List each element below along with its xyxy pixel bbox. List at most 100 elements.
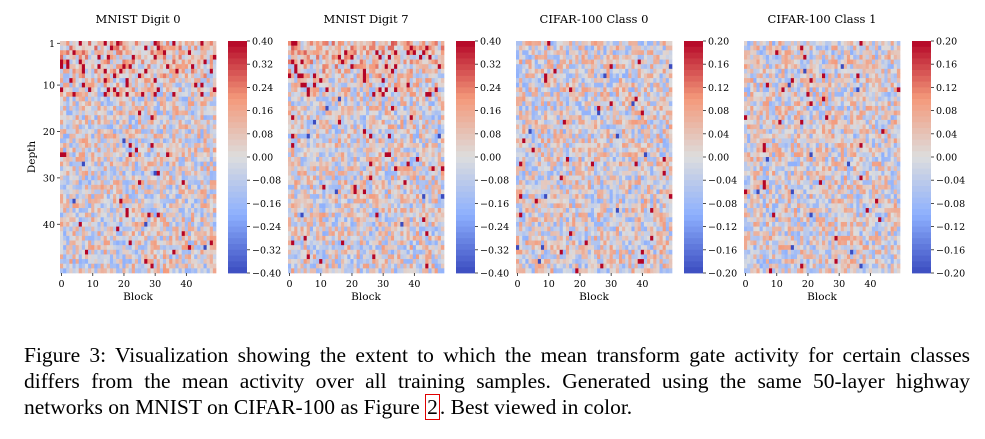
heatmap-cell — [156, 194, 161, 200]
heatmap-cell — [131, 133, 136, 139]
heatmap-cell — [412, 161, 417, 167]
heatmap-cell — [288, 226, 292, 232]
heatmap-cell — [131, 119, 136, 125]
heatmap-cell — [375, 129, 379, 135]
heatmap-cell — [116, 217, 120, 223]
heatmap-cell — [387, 194, 392, 200]
heatmap-cell — [156, 119, 161, 125]
heatmap-cell — [141, 82, 145, 88]
heatmap-cell — [106, 119, 111, 125]
heatmap-cell — [191, 263, 195, 269]
heatmap-cell — [400, 105, 404, 111]
heatmap-cell — [412, 92, 417, 98]
heatmap-cell — [78, 166, 83, 172]
heatmap-cell — [440, 152, 445, 158]
heatmap-cell — [209, 41, 214, 46]
heatmap-cell — [147, 152, 151, 158]
heatmap-cell — [103, 235, 108, 241]
heatmap-cell — [406, 54, 411, 60]
heatmap-cell — [415, 170, 420, 176]
heatmap-cell — [78, 226, 83, 232]
heatmap-cell — [381, 82, 386, 88]
heatmap-cell — [141, 64, 145, 70]
heatmap-cell — [406, 143, 411, 149]
heatmap-cell — [162, 189, 167, 195]
heatmap-cell — [328, 231, 333, 237]
heatmap-cell — [288, 119, 292, 125]
heatmap-cell — [94, 217, 98, 223]
heatmap-cell — [397, 129, 401, 135]
heatmap-cell — [128, 249, 133, 255]
heatmap-cell — [403, 161, 407, 167]
heatmap-cell — [437, 198, 442, 204]
heatmap-cell — [384, 59, 389, 65]
heatmap-cell — [144, 240, 148, 246]
heatmap-cell — [191, 110, 195, 116]
heatmap-cell — [390, 161, 395, 167]
heatmap-cell — [375, 87, 379, 93]
heatmap-cell — [303, 263, 308, 269]
heatmap-cell — [309, 198, 314, 204]
heatmap-cell — [312, 41, 317, 46]
heatmap-cell — [187, 235, 192, 241]
heatmap-cell — [316, 226, 320, 232]
heatmap-cell — [334, 240, 339, 246]
heatmap-cell — [397, 64, 401, 70]
heatmap-cell — [422, 101, 426, 107]
heatmap-cell — [156, 221, 161, 227]
heatmap-cell — [156, 157, 161, 162]
heatmap-cell — [428, 184, 432, 190]
heatmap-cell — [390, 78, 395, 84]
heatmap-cell — [91, 259, 95, 265]
heatmap-cell — [150, 161, 154, 167]
heatmap-cell — [100, 68, 105, 74]
heatmap-cell — [75, 194, 80, 200]
heatmap-cell — [178, 138, 183, 144]
heatmap-cell — [116, 212, 120, 218]
heatmap-cell — [109, 226, 114, 232]
heatmap-cell — [440, 87, 445, 93]
heatmap-cell — [60, 203, 64, 209]
heatmap-cell — [212, 235, 217, 241]
colorbar-step — [228, 75, 247, 82]
heatmap-cell — [116, 105, 120, 111]
heatmap-cell — [369, 82, 373, 88]
heatmap-cell — [106, 194, 111, 200]
heatmap-cell — [303, 235, 308, 241]
heatmap-cell — [378, 170, 382, 176]
heatmap-cell — [97, 245, 101, 251]
heatmap-cell — [94, 212, 98, 218]
heatmap-cell — [372, 198, 376, 204]
heatmap-cell — [122, 180, 126, 186]
heatmap-cell — [206, 138, 211, 144]
heatmap-cell — [312, 68, 317, 74]
heatmap-cell — [300, 189, 304, 195]
heatmap-cell — [425, 235, 429, 241]
heatmap-cell — [344, 115, 348, 121]
heatmap-cell — [109, 152, 114, 158]
heatmap-cell — [88, 217, 92, 223]
heatmap-cell — [169, 175, 173, 181]
heatmap-cell — [397, 147, 401, 153]
heatmap-cell — [350, 180, 354, 186]
heatmap-cell — [331, 82, 336, 88]
heatmap-cell — [209, 180, 214, 186]
heatmap-cell — [106, 212, 111, 218]
heatmap-cell — [122, 78, 126, 84]
heatmap-cell — [372, 221, 376, 227]
heatmap-cell — [403, 231, 407, 237]
heatmap-cell — [72, 217, 76, 223]
heatmap-cell — [422, 133, 426, 139]
heatmap-cell — [159, 226, 164, 232]
heatmap-cell — [69, 68, 73, 74]
heatmap-cell — [156, 115, 161, 121]
heatmap-cell — [125, 161, 129, 167]
heatmap-cell — [312, 54, 317, 60]
heatmap-cell — [356, 68, 361, 74]
heatmap-cell — [403, 235, 407, 241]
heatmap-cell — [184, 64, 189, 70]
heatmap-cell — [303, 138, 308, 144]
heatmap-cell — [378, 129, 382, 135]
heatmap-cell — [150, 147, 154, 153]
heatmap-cell — [78, 147, 83, 153]
